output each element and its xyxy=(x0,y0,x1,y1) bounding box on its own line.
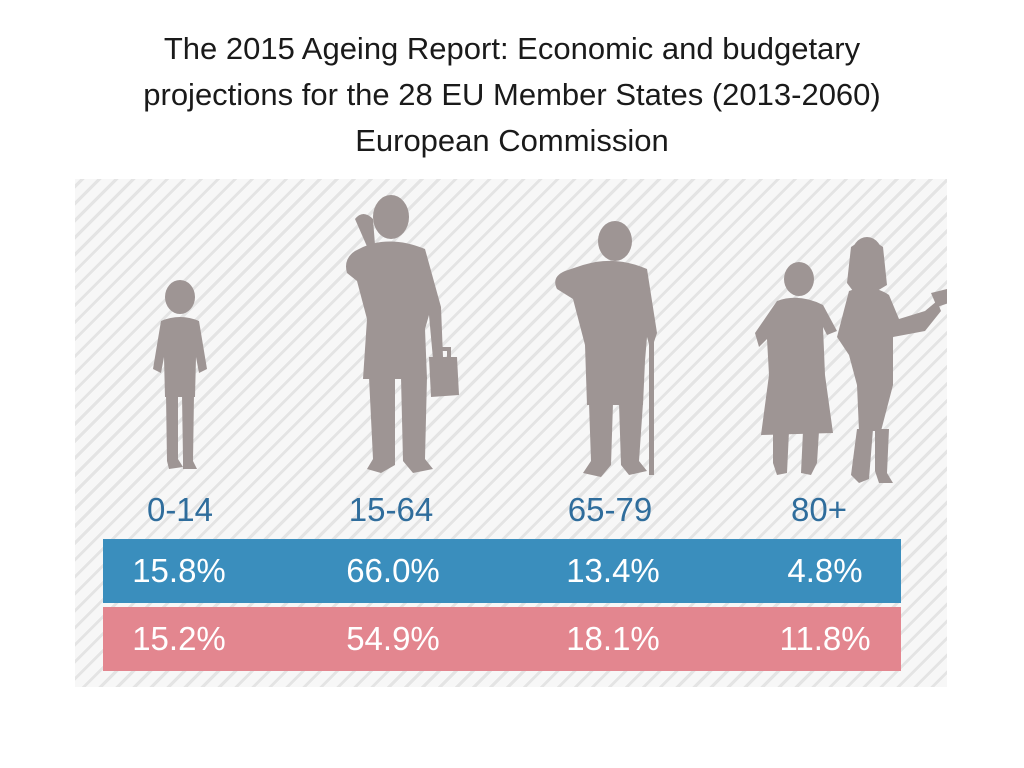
age-label-0-14: 0-14 xyxy=(146,491,214,528)
title-line-3: European Commission xyxy=(355,123,669,158)
data-label: 18.1% xyxy=(566,620,660,657)
title-line-2: projections for the 28 EU Member States … xyxy=(143,77,881,112)
red-band: 15.2% 54.9% 18.1% 11.8% xyxy=(103,607,901,671)
title-line-1: The 2015 Ageing Report: Economic and bud… xyxy=(163,31,861,66)
elderly-women-silhouette-icon xyxy=(753,235,947,485)
child-silhouette-icon xyxy=(147,277,213,477)
age-label-65-79: 65-79 xyxy=(567,491,653,528)
data-label: 54.9% xyxy=(346,620,440,657)
data-label: 66.0% xyxy=(346,552,440,589)
data-label: 4.8% xyxy=(787,552,863,589)
page-title: The 2015 Ageing Report: Economic and bud… xyxy=(40,26,984,164)
data-label: 13.4% xyxy=(566,552,660,589)
elderly-man-silhouette-icon xyxy=(543,215,673,481)
blue-band: 15.8% 66.0% 13.4% 4.8% xyxy=(103,539,901,603)
data-label: 11.8% xyxy=(779,620,871,657)
data-label: 15.8% xyxy=(132,552,226,589)
adult-silhouette-icon xyxy=(333,189,463,479)
age-label-80-plus: 80+ xyxy=(791,491,847,528)
age-label-15-64: 15-64 xyxy=(348,491,434,528)
data-label: 15.2% xyxy=(132,620,226,657)
ageing-infographic: 0-14 15-64 65-79 80+ 15.8% 66.0% 13.4% 4… xyxy=(75,179,947,687)
